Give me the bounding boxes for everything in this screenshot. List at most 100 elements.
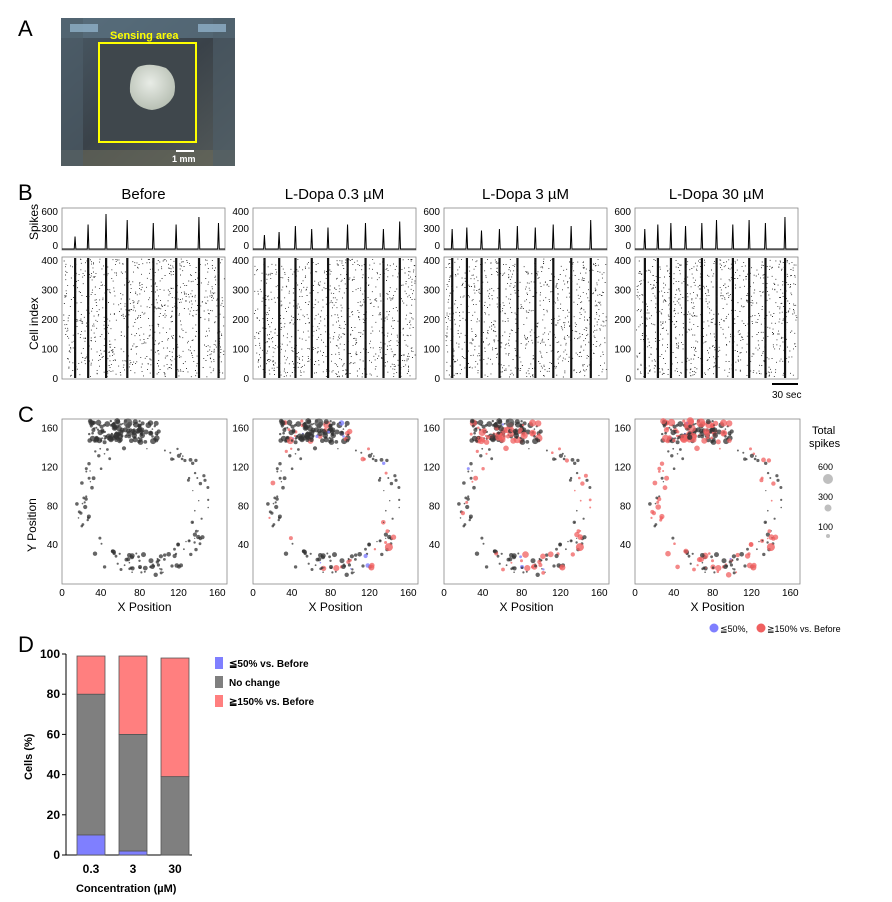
cell-point (163, 449, 166, 452)
bar-legend: ≦50% vs. Before No change ≧150% vs. Before (215, 657, 315, 708)
cell-point (670, 429, 676, 436)
cell-point (288, 429, 294, 436)
cell-point (736, 558, 739, 561)
cell-point (501, 423, 505, 426)
cell-point (650, 516, 653, 520)
cell-point (88, 432, 91, 436)
y-tick-label: 80 (47, 501, 59, 512)
cell-point (305, 554, 309, 558)
raster-tick-label: 100 (232, 345, 249, 356)
cell-point (694, 422, 697, 425)
cell-point (555, 547, 558, 551)
cell-point (570, 539, 573, 542)
cell-point (138, 566, 142, 569)
cell-point (353, 571, 355, 573)
cell-point (315, 434, 319, 438)
panel-letter-a: A (18, 16, 33, 41)
cell-point (94, 450, 97, 453)
cell-point (82, 496, 86, 500)
cell-point (739, 552, 744, 557)
x-tick-label: 40 (668, 588, 680, 599)
cell-point (471, 470, 473, 472)
cell-point (719, 447, 721, 450)
cell-point (525, 440, 530, 444)
cell-point (683, 422, 690, 428)
cell-point (533, 428, 536, 430)
cell-point (84, 467, 88, 471)
cell-point (100, 542, 103, 545)
cell-point (159, 571, 163, 575)
cell-point (725, 572, 732, 578)
cell-point (306, 424, 310, 429)
cell-point (377, 478, 381, 482)
cell-point (537, 560, 542, 564)
panel-letter-d: D (18, 632, 34, 657)
size-legend-title-1: Total (812, 425, 835, 437)
cell-point (286, 426, 289, 429)
cell-point (697, 434, 701, 438)
cell-point (677, 421, 684, 427)
cell-point (119, 568, 123, 571)
cell-point (270, 480, 276, 486)
raster-burst-column (217, 258, 220, 378)
cell-point (705, 419, 711, 425)
cell-point (672, 467, 676, 471)
cell-point (347, 433, 350, 436)
tissue-slice (129, 64, 175, 110)
cell-point (659, 513, 665, 520)
cell-point (337, 448, 339, 450)
cell-point (387, 477, 390, 479)
cell-point (775, 474, 779, 478)
cell-point (533, 435, 536, 438)
cell-point (197, 530, 199, 532)
cell-point (743, 457, 747, 461)
cell-point (347, 563, 351, 567)
cell-point (84, 497, 88, 501)
spikes-tick-label: 600 (41, 207, 58, 218)
spikes-tick-label: 300 (41, 224, 58, 235)
size-legend-dot-100 (826, 534, 830, 538)
cell-point (277, 518, 280, 522)
cell-point (558, 542, 562, 547)
cell-point (151, 428, 154, 430)
cell-point (384, 541, 388, 544)
cell-point (328, 555, 331, 559)
cell-point (327, 430, 331, 434)
condition-title: Before (121, 186, 165, 203)
raster-burst-column (326, 258, 330, 378)
cell-point (109, 419, 113, 423)
cell-point (138, 559, 141, 562)
cell-point (662, 485, 668, 491)
cell-point (767, 529, 772, 534)
x-position-label: X Position (117, 600, 171, 614)
spikes-tick-label: 0 (243, 241, 249, 252)
cell-point (91, 431, 94, 435)
raster-spike-dots (63, 258, 225, 378)
raster-burst-column (126, 258, 129, 378)
cell-point (367, 447, 370, 451)
cell-point (464, 496, 468, 500)
raster-burst-column (382, 258, 385, 378)
raster-tick-label: 0 (625, 374, 631, 385)
cell-point (709, 430, 713, 434)
cell-point (268, 516, 271, 520)
cell-point (579, 499, 582, 502)
cell-point (677, 435, 681, 439)
cell-point (662, 481, 665, 483)
cell-point (170, 564, 174, 568)
cell-point (140, 424, 142, 426)
cell-point-large (766, 543, 775, 552)
cell-point (288, 536, 293, 541)
cell-point (172, 458, 175, 461)
cell-point (206, 486, 210, 489)
cell-point (290, 447, 293, 450)
cell-point (675, 564, 680, 570)
cell-point (334, 429, 340, 435)
x-tick-label: 0 (441, 588, 447, 599)
cell-point (688, 424, 692, 429)
size-legend-dot-300 (824, 504, 832, 512)
cell-point (280, 481, 283, 483)
cell-point (475, 427, 478, 430)
cell-point (281, 485, 285, 490)
cell-point (715, 439, 721, 445)
